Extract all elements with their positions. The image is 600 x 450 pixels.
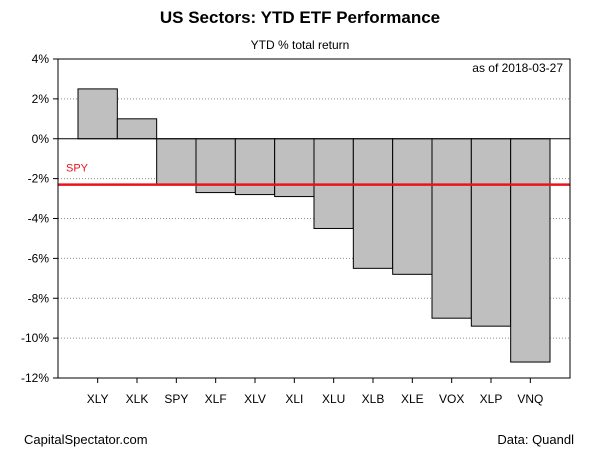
x-tick-label-vox: VOX xyxy=(439,392,464,406)
x-tick-label-xly: XLY xyxy=(87,392,109,406)
bar-vox xyxy=(431,138,472,319)
bar-spy xyxy=(156,138,197,186)
bar-vnq xyxy=(510,138,551,363)
x-tick-label-xlp: XLP xyxy=(480,392,503,406)
bar-xlb xyxy=(352,138,394,269)
bar-xle xyxy=(392,138,433,275)
y-tick-label: 2% xyxy=(32,92,50,106)
bar-xli xyxy=(274,138,315,198)
bar-xlp xyxy=(470,138,512,327)
x-tick-label-xlk: XLK xyxy=(126,392,149,406)
as-of-label: as of 2018-03-27 xyxy=(472,61,563,75)
x-tick-label-xlb: XLB xyxy=(362,392,385,406)
x-tick-label-xli: XLI xyxy=(285,392,303,406)
y-tick-label: -8% xyxy=(28,291,50,305)
y-tick-label: -2% xyxy=(28,172,50,186)
source-right: Data: Quandl xyxy=(497,432,574,447)
bar-xlv xyxy=(234,138,276,196)
x-tick-label-spy: SPY xyxy=(164,392,188,406)
y-tick-label: 0% xyxy=(32,132,50,146)
y-tick-label: -6% xyxy=(28,251,50,265)
x-tick-label-xlv: XLV xyxy=(244,392,266,406)
bar-xlk xyxy=(116,118,158,140)
y-tick-label: -4% xyxy=(28,212,50,226)
y-tick-label: -12% xyxy=(21,371,49,385)
source-left: CapitalSpectator.com xyxy=(24,432,148,447)
bar-xly xyxy=(77,88,118,140)
chart-title: US Sectors: YTD ETF Performance xyxy=(159,8,441,27)
bars xyxy=(77,88,551,363)
y-tick-label: 4% xyxy=(32,52,50,66)
chart-subtitle: YTD % total return xyxy=(250,38,350,52)
y-axis: 4% 2% 0% -2% -4% -6% -8% -10% -12% xyxy=(21,52,58,385)
spy-reference-label: SPY xyxy=(66,163,89,175)
x-tick-label-xlf: XLF xyxy=(205,392,227,406)
x-tick-label-xlu: XLU xyxy=(322,392,345,406)
x-tick-label-xle: XLE xyxy=(401,392,424,406)
x-axis: XLY XLK SPY XLF XLV XLI XLU XLB XLE VOX XLP VNQ xyxy=(87,378,543,406)
reference-line-group: SPY xyxy=(58,163,570,186)
x-tick-label-vnq: VNQ xyxy=(517,392,543,406)
y-tick-label: -10% xyxy=(21,331,49,345)
